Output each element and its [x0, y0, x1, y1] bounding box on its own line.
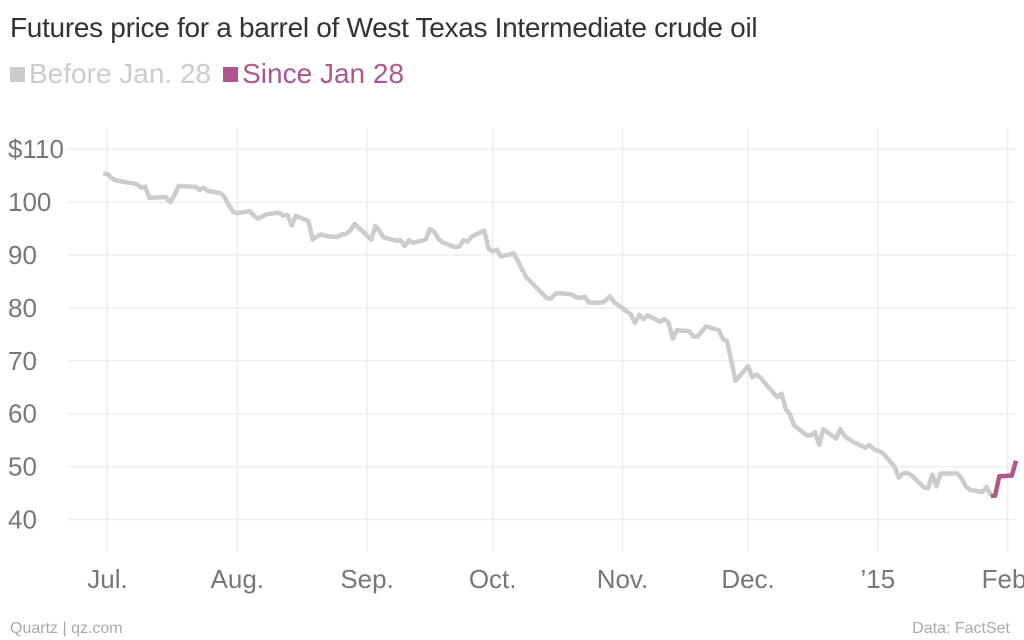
legend-label-since: Since Jan 28	[242, 58, 405, 89]
y-tick-label: 40	[8, 505, 37, 535]
legend-item-since: Since Jan 28	[223, 58, 404, 90]
x-tick-label: Nov.	[597, 564, 649, 594]
footer-source: Data: FactSet	[912, 620, 1010, 637]
x-tick-label: ’15	[860, 564, 895, 594]
legend-label-before: Before Jan. 28	[29, 58, 212, 89]
x-tick-label: Oct.	[469, 564, 517, 594]
y-tick-label: 90	[8, 240, 37, 270]
y-tick-label: 100	[8, 187, 51, 217]
y-tick-label: 60	[8, 399, 37, 429]
legend-item-before: Before Jan. 28	[10, 58, 211, 90]
x-tick-label: Jul.	[87, 564, 127, 594]
series-line-since	[990, 460, 1019, 498]
legend: Before Jan. 28 Since Jan 28	[10, 58, 404, 90]
y-tick-label: $110	[8, 134, 64, 164]
x-tick-label: Aug.	[211, 564, 265, 594]
y-tick-label: 80	[8, 293, 37, 323]
y-tick-label: 50	[8, 452, 37, 482]
series-line-before	[103, 171, 993, 497]
legend-swatch-before	[10, 66, 25, 82]
footer-credit: Quartz | qz.com	[10, 620, 123, 637]
x-tick-label: Feb.	[982, 564, 1024, 594]
y-tick-label: 70	[8, 346, 37, 376]
x-tick-label: Dec.	[721, 564, 774, 594]
chart-title: Futures price for a barrel of West Texas…	[10, 12, 758, 43]
x-tick-label: Sep.	[340, 564, 394, 594]
legend-swatch-since	[223, 66, 239, 82]
